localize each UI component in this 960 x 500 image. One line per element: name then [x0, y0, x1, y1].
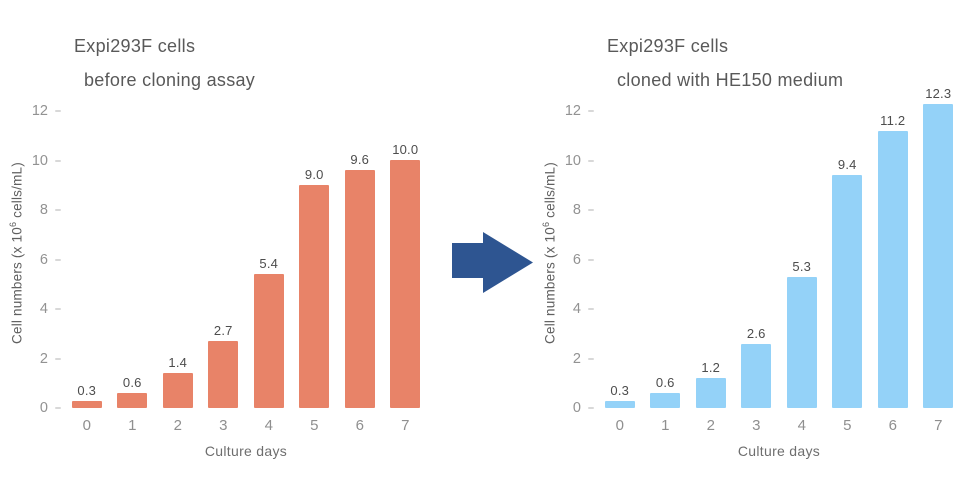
y-tick-mark — [588, 308, 594, 310]
chart-title-line1: Expi293F cells — [607, 36, 729, 56]
y-tick-label: 2 — [572, 350, 581, 367]
bar-day-4 — [253, 274, 284, 408]
x-tick-label: 2 — [173, 417, 182, 434]
bar-value-label: 9.4 — [837, 157, 857, 172]
y-tick-mark — [55, 407, 61, 409]
y-tick-mark — [55, 209, 61, 211]
bar-day-4 — [786, 277, 817, 408]
y-tick-mark — [588, 258, 594, 261]
bar-day-7 — [923, 104, 954, 408]
y-tick-mark — [55, 258, 61, 261]
bar-value-label: 5.4 — [259, 256, 279, 271]
x-tick-label: 5 — [310, 417, 319, 434]
x-tick-label: 6 — [888, 417, 897, 434]
x-tick-label: 7 — [934, 417, 943, 434]
chart-cloned-he150: Expi293F cells cloned with HE150 medium … — [533, 0, 960, 500]
y-tick-mark — [588, 159, 594, 162]
y-tick-mark — [55, 357, 61, 360]
right-arrow-icon — [452, 232, 533, 293]
y-tick-mark — [588, 110, 594, 112]
chart-title-line1: Expi293F cells — [74, 36, 196, 56]
bar-day-2 — [695, 378, 726, 408]
bar-day-2 — [162, 373, 193, 408]
bar-day-3 — [741, 344, 772, 408]
y-tick-label: 0 — [39, 400, 48, 416]
x-tick-label: 4 — [264, 417, 273, 434]
x-tick-label: 7 — [401, 417, 410, 434]
bar-value-label: 9.0 — [304, 167, 324, 182]
y-axis: 0 2 4 6 8 10 12 — [0, 0, 430, 500]
bar-day-6 — [344, 170, 375, 408]
y-tick-mark — [588, 357, 594, 360]
y-tick-label: 12 — [564, 103, 581, 119]
bar-day-1 — [117, 393, 148, 408]
x-axis-title: Culture days — [737, 443, 821, 459]
plot-area: 0.3 0.6 1.2 2.6 5.3 9.4 11.2 12.3 — [597, 86, 960, 408]
chart-title-line2: cloned with HE150 medium — [617, 70, 844, 90]
x-tick-label: 1 — [661, 417, 670, 434]
y-tick-label: 4 — [572, 301, 581, 317]
y-tick-label: 10 — [31, 152, 48, 169]
bar-value-label: 0.3 — [610, 383, 630, 398]
bar-day-6 — [877, 131, 908, 408]
x-tick-label: 3 — [219, 417, 228, 434]
x-tick-label: 6 — [355, 417, 364, 434]
x-tick-label: 5 — [843, 417, 852, 434]
y-tick-mark — [55, 308, 61, 310]
x-tick-label: 0 — [82, 417, 91, 434]
x-tick-label: 3 — [752, 417, 761, 434]
x-tick-label: 2 — [706, 417, 715, 434]
x-tick-label: 1 — [128, 417, 137, 434]
bar-day-7 — [390, 160, 421, 408]
bar-value-label: 2.7 — [213, 323, 233, 338]
x-tick-label: 0 — [615, 417, 624, 434]
y-tick-label: 2 — [39, 350, 48, 367]
bar-value-label: 10.0 — [392, 142, 419, 157]
bar-day-5 — [299, 185, 330, 408]
x-axis-title: Culture days — [204, 443, 288, 459]
bar-day-3 — [208, 341, 239, 408]
bar-value-label: 12.3 — [925, 86, 952, 101]
y-axis: 0 2 4 6 8 10 12 — [533, 0, 960, 500]
chart-before-cloning: Expi293F cells before cloning assay Cell… — [0, 0, 430, 500]
y-tick-mark — [55, 159, 61, 162]
plot-area: 0.3 0.6 1.4 2.7 5.4 9.0 9.6 10.0 — [64, 111, 428, 408]
chart-title-line2: before cloning assay — [84, 70, 256, 90]
bar-value-label: 0.6 — [655, 375, 675, 390]
y-tick-mark — [588, 209, 594, 211]
y-tick-label: 0 — [572, 400, 581, 416]
bar-value-label: 1.4 — [168, 355, 188, 370]
bar-day-0 — [604, 401, 635, 408]
y-tick-label: 8 — [572, 202, 581, 218]
y-tick-label: 6 — [39, 251, 48, 268]
y-tick-mark — [55, 110, 61, 112]
y-tick-label: 6 — [572, 251, 581, 268]
bar-value-label: 1.2 — [701, 360, 721, 375]
bar-day-1 — [650, 393, 681, 408]
bar-day-0 — [71, 401, 102, 408]
y-tick-mark — [588, 407, 594, 409]
bar-value-label: 9.6 — [350, 152, 370, 167]
bar-value-label: 0.6 — [122, 375, 142, 390]
y-tick-label: 8 — [39, 202, 48, 218]
bar-value-label: 0.3 — [77, 383, 97, 398]
right-arrow-shape — [452, 232, 533, 293]
bar-value-label: 5.3 — [792, 259, 812, 274]
bar-day-5 — [832, 175, 863, 408]
y-tick-label: 10 — [564, 152, 581, 169]
x-tick-label: 4 — [797, 417, 806, 434]
y-tick-label: 4 — [39, 301, 48, 317]
bar-value-label: 11.2 — [880, 113, 906, 128]
bar-value-label: 2.6 — [746, 326, 766, 341]
y-tick-label: 12 — [31, 103, 48, 119]
